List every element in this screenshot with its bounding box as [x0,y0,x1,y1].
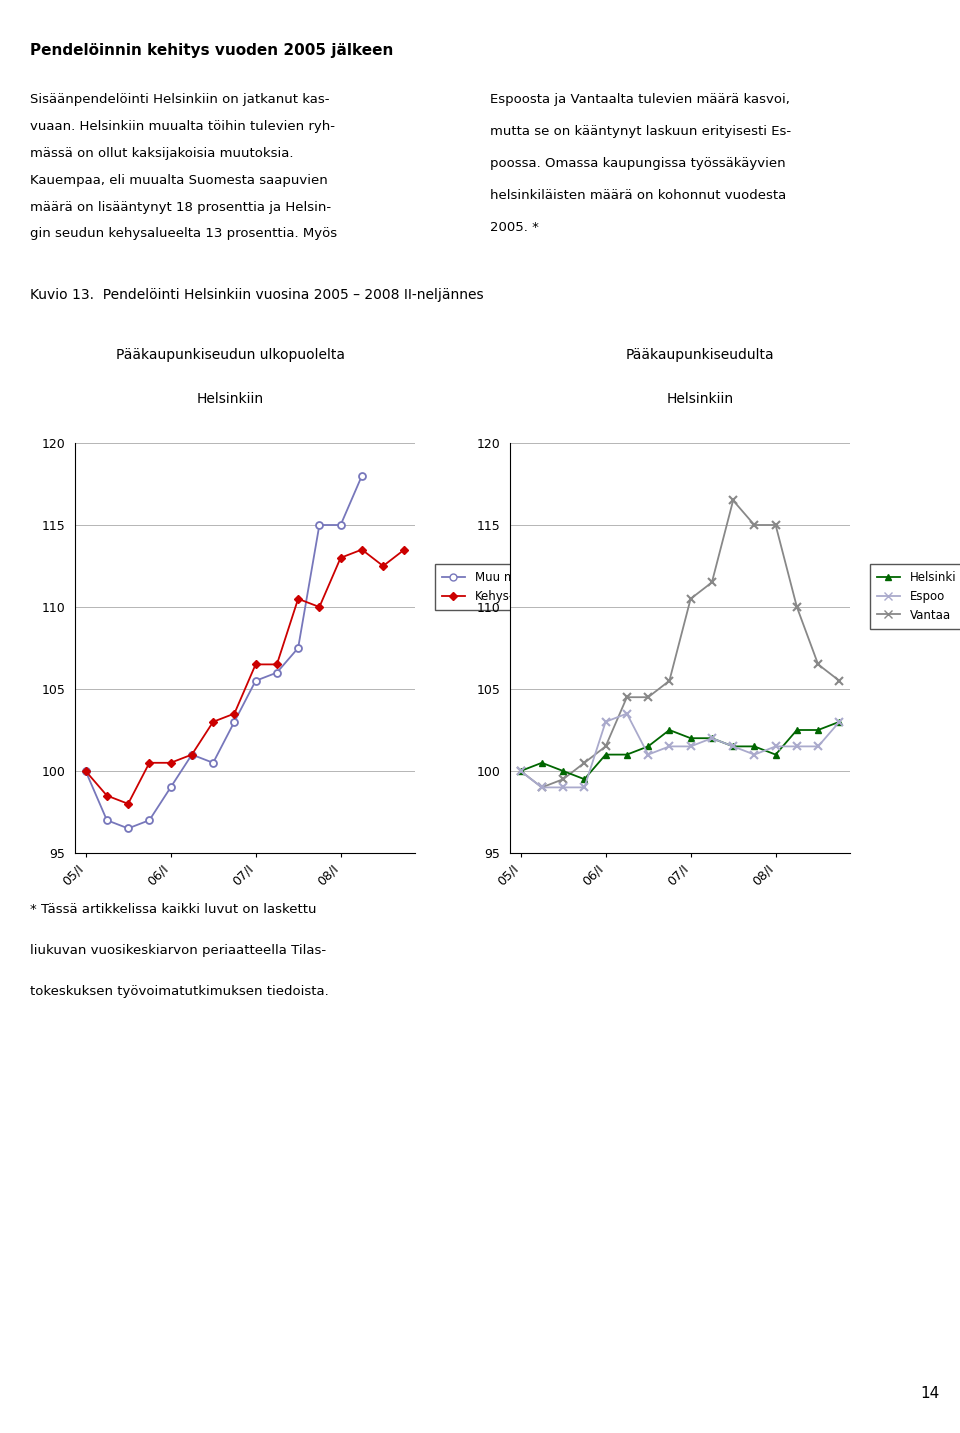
Text: Espoosta ja Vantaalta tulevien määrä kasvoi,: Espoosta ja Vantaalta tulevien määrä kas… [490,93,790,106]
Text: Pääkaupunkiseudulta: Pääkaupunkiseudulta [626,348,775,363]
Text: mässä on ollut kaksijakoisia muutoksia.: mässä on ollut kaksijakoisia muutoksia. [30,146,294,159]
Text: 14: 14 [921,1386,940,1400]
Legend: Muu maa, Kehys-alue: Muu maa, Kehys-alue [435,563,546,610]
Text: tokeskuksen työvoimatutkimuksen tiedoista.: tokeskuksen työvoimatutkimuksen tiedoist… [30,984,328,997]
Text: määrä on lisääntynyt 18 prosenttia ja Helsin-: määrä on lisääntynyt 18 prosenttia ja He… [30,201,331,214]
Text: Pääkaupunkiseudun ulkopuolelta: Pääkaupunkiseudun ulkopuolelta [115,348,345,363]
Text: 2005. *: 2005. * [490,221,539,234]
Text: Sisäänpendelöinti Helsinkiin on jatkanut kas-: Sisäänpendelöinti Helsinkiin on jatkanut… [30,93,329,106]
Text: vuaan. Helsinkiin muualta töihin tulevien ryh-: vuaan. Helsinkiin muualta töihin tulevie… [30,120,335,133]
Text: * Tässä artikkelissa kaikki luvut on laskettu: * Tässä artikkelissa kaikki luvut on las… [30,903,317,916]
Text: Kauempaa, eli muualta Suomesta saapuvien: Kauempaa, eli muualta Suomesta saapuvien [30,173,327,186]
Legend: Helsinki, Espoo, Vantaa: Helsinki, Espoo, Vantaa [870,563,960,629]
Text: poossa. Omassa kaupungissa työssäkäyvien: poossa. Omassa kaupungissa työssäkäyvien [490,158,785,171]
Text: Helsinkiin: Helsinkiin [197,393,264,406]
Text: liukuvan vuosikeskiarvon periaatteella Tilas-: liukuvan vuosikeskiarvon periaatteella T… [30,944,326,957]
Text: Pendelöinnin kehitys vuoden 2005 jälkeen: Pendelöinnin kehitys vuoden 2005 jälkeen [30,43,394,57]
Text: Helsinkiin: Helsinkiin [666,393,733,406]
Text: helsinkiläisten määrä on kohonnut vuodesta: helsinkiläisten määrä on kohonnut vuodes… [490,189,786,202]
Text: mutta se on kääntynyt laskuun erityisesti Es-: mutta se on kääntynyt laskuun erityisest… [490,125,791,138]
Text: Kuvio 13.  Pendelöinti Helsinkiin vuosina 2005 – 2008 II-neljännes: Kuvio 13. Pendelöinti Helsinkiin vuosina… [30,288,484,302]
Text: gin seudun kehysalueelta 13 prosenttia. Myös: gin seudun kehysalueelta 13 prosenttia. … [30,228,337,241]
